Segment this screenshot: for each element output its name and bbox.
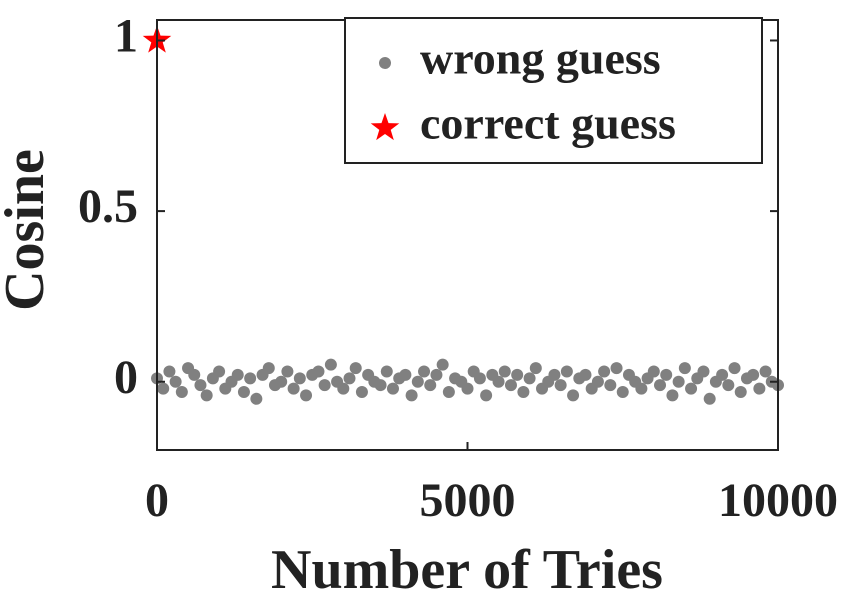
point (442, 385, 455, 398)
point (436, 358, 449, 371)
point (511, 368, 524, 381)
point (498, 365, 511, 378)
point (554, 379, 567, 392)
point (163, 365, 176, 378)
point (647, 365, 660, 378)
point (262, 362, 275, 375)
x-tick-label: 5000 (420, 474, 516, 527)
point (685, 382, 698, 395)
point (300, 389, 313, 402)
point (188, 368, 201, 381)
point (231, 368, 244, 381)
point (722, 379, 735, 392)
point (293, 372, 306, 385)
point (275, 375, 288, 388)
point (175, 385, 188, 398)
legend-marker (379, 57, 391, 69)
point (281, 365, 294, 378)
point (697, 365, 710, 378)
point (598, 365, 611, 378)
point (411, 375, 424, 388)
point (759, 365, 772, 378)
point (567, 389, 580, 402)
point (473, 372, 486, 385)
point (287, 382, 300, 395)
point (386, 382, 399, 395)
y-tick-label: 1 (114, 9, 138, 62)
point (523, 372, 536, 385)
point (461, 382, 474, 395)
point (504, 379, 517, 392)
point (324, 358, 337, 371)
point (374, 379, 387, 392)
point (703, 392, 716, 405)
point (654, 379, 667, 392)
point (610, 362, 623, 375)
x-tick-label: 10000 (718, 474, 838, 527)
point (579, 368, 592, 381)
point (405, 389, 418, 402)
point (747, 368, 760, 381)
point (355, 385, 368, 398)
y-tick-label: 0.5 (78, 180, 138, 233)
point (349, 362, 362, 375)
legend-label: correct guess (420, 98, 676, 149)
point (244, 372, 257, 385)
x-axis-label: Number of Tries (271, 539, 663, 601)
point (728, 362, 741, 375)
point (250, 392, 263, 405)
point (157, 382, 170, 395)
point (529, 362, 542, 375)
point (635, 382, 648, 395)
point (753, 382, 766, 395)
point (548, 368, 561, 381)
point (312, 365, 325, 378)
y-tick-label: 0 (114, 351, 138, 404)
point (517, 385, 530, 398)
point (616, 385, 629, 398)
point (492, 375, 505, 388)
x-tick-label: 0 (145, 474, 169, 527)
point (672, 375, 685, 388)
point (716, 368, 729, 381)
point (337, 382, 350, 395)
point (200, 389, 213, 402)
point (213, 365, 226, 378)
legend-label: wrong guess (420, 33, 661, 84)
point (194, 379, 207, 392)
point (343, 372, 356, 385)
point (591, 375, 604, 388)
point (734, 385, 747, 398)
point (237, 385, 250, 398)
point (430, 368, 443, 381)
y-axis-label: Cosine (0, 149, 56, 311)
point (604, 379, 617, 392)
point (678, 362, 691, 375)
point (424, 379, 437, 392)
legend-marker (370, 113, 400, 141)
point (666, 389, 679, 402)
point (399, 368, 412, 381)
point (560, 365, 573, 378)
point (660, 368, 673, 381)
legend-box (344, 17, 763, 164)
point (169, 375, 182, 388)
point (480, 389, 493, 402)
point (380, 365, 393, 378)
point (318, 379, 331, 392)
point (418, 365, 431, 378)
